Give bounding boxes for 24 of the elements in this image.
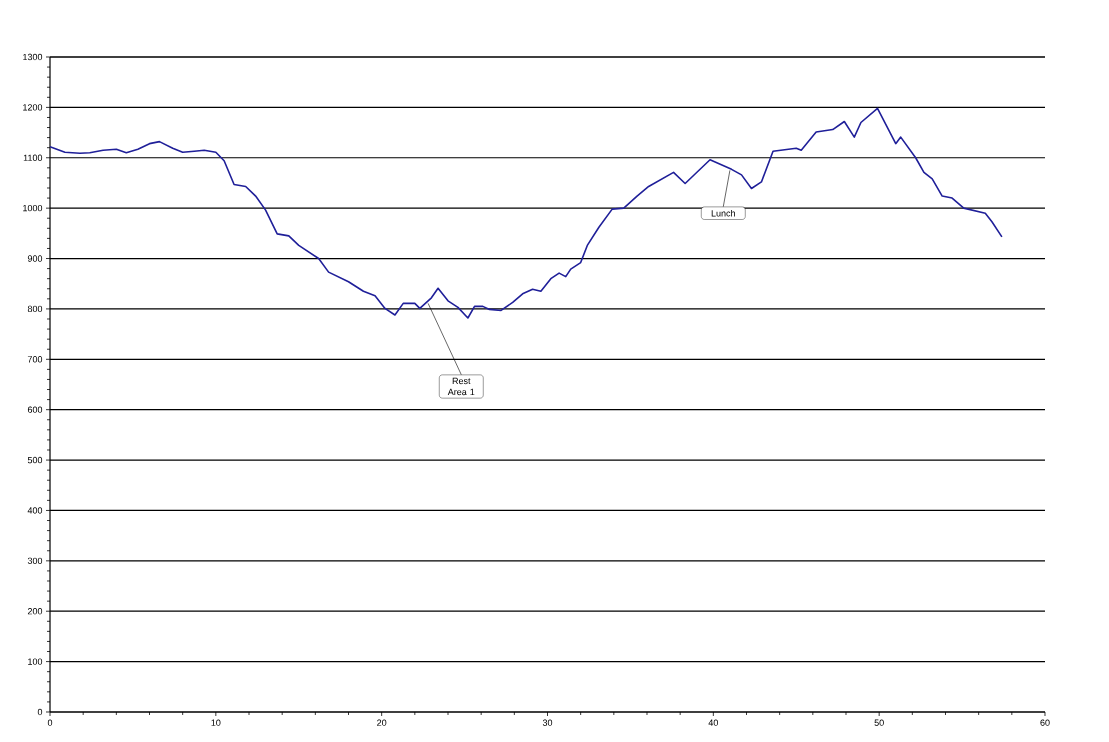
y-tick-label: 800: [27, 305, 43, 313]
x-tick-label: 20: [377, 719, 387, 726]
x-tick-label: 40: [708, 719, 718, 726]
x-tick-label: 50: [874, 719, 884, 726]
y-tick-label: 1200: [23, 104, 43, 111]
x-tick-label: 10: [211, 719, 221, 726]
y-tick-label: 900: [27, 255, 43, 262]
y-tick-label: 200: [27, 608, 43, 615]
y-tick-label: 1100: [23, 154, 43, 161]
x-tick-label: 0: [47, 719, 53, 726]
y-tick-label: 500: [27, 456, 43, 464]
y-tick-label: 600: [27, 406, 43, 413]
y-tick-label: 400: [27, 507, 43, 514]
annotation: Rest Area 1: [447, 377, 475, 396]
y-tick-label: 0: [37, 708, 43, 716]
annotation: Lunch: [711, 209, 735, 217]
y-tick-label: 100: [28, 658, 43, 665]
y-tick-label: 300: [27, 557, 43, 565]
y-tick-label: 1000: [23, 204, 43, 212]
x-tick-label: 30: [542, 719, 553, 726]
y-tick-label: 1300: [23, 53, 43, 61]
line-series: [49, 107, 1003, 319]
x-tick-label: 60: [1040, 719, 1050, 726]
y-tick-label: 700: [27, 356, 43, 363]
